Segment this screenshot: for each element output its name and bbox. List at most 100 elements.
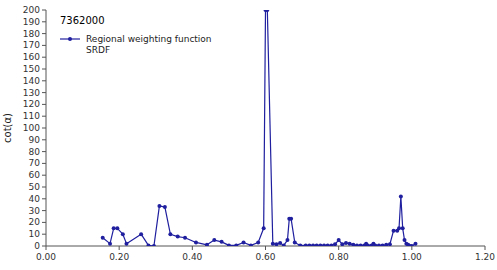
y-tick bbox=[42, 69, 46, 70]
point bbox=[377, 243, 381, 246]
y-tick-label: 0 bbox=[34, 241, 40, 251]
point bbox=[108, 242, 112, 246]
chart: 0.000.200.400.600.801.001.20010203040506… bbox=[0, 0, 497, 270]
x-tick bbox=[192, 246, 193, 250]
point bbox=[381, 243, 385, 246]
y-tick bbox=[42, 163, 46, 164]
point bbox=[413, 242, 417, 246]
legend: Regional weighting functionSRDF bbox=[60, 34, 212, 55]
y-tick-label: 40 bbox=[29, 194, 41, 204]
y-tick bbox=[42, 139, 46, 140]
y-tick-label: 200 bbox=[23, 5, 40, 15]
point bbox=[183, 236, 187, 240]
point bbox=[348, 242, 352, 246]
y-tick bbox=[42, 234, 46, 235]
point bbox=[311, 243, 315, 246]
y-tick bbox=[42, 21, 46, 22]
point bbox=[146, 243, 150, 246]
x-tick bbox=[265, 246, 266, 250]
point bbox=[115, 226, 119, 230]
point bbox=[359, 243, 363, 246]
point bbox=[262, 226, 266, 230]
point bbox=[373, 243, 377, 246]
point bbox=[344, 241, 348, 245]
y-tick-label: 180 bbox=[23, 29, 40, 39]
y-tick bbox=[42, 10, 46, 11]
point bbox=[289, 217, 293, 221]
y-tick bbox=[42, 57, 46, 58]
y-axis-label: cot(α) bbox=[2, 113, 13, 143]
point bbox=[205, 243, 209, 246]
y-tick bbox=[42, 246, 46, 247]
y-tick-label: 160 bbox=[23, 52, 40, 62]
x-tick bbox=[119, 246, 120, 250]
point bbox=[194, 240, 198, 244]
point bbox=[220, 240, 224, 244]
y-tick bbox=[42, 116, 46, 117]
point bbox=[256, 240, 260, 244]
x-tick-label: 1.20 bbox=[475, 252, 495, 262]
y-tick-label: 100 bbox=[23, 123, 40, 133]
y-tick-label: 110 bbox=[23, 111, 40, 121]
y-tick bbox=[42, 151, 46, 152]
y-tick-label: 130 bbox=[23, 88, 40, 98]
legend-marker bbox=[68, 37, 72, 41]
point bbox=[403, 238, 407, 242]
x-tick-label: 1.00 bbox=[402, 252, 422, 262]
point bbox=[157, 204, 161, 208]
point bbox=[249, 243, 253, 246]
point bbox=[234, 243, 238, 246]
point bbox=[307, 243, 311, 246]
y-tick bbox=[42, 187, 46, 188]
point bbox=[139, 232, 143, 236]
point bbox=[318, 243, 322, 246]
y-tick bbox=[42, 198, 46, 199]
point bbox=[242, 240, 246, 244]
point bbox=[397, 226, 401, 230]
y-tick bbox=[42, 33, 46, 34]
x-tick-label: 0.60 bbox=[255, 252, 275, 262]
point bbox=[388, 242, 392, 246]
y-tick bbox=[42, 92, 46, 93]
x-tick-label: 0.20 bbox=[109, 252, 129, 262]
y-tick-label: 60 bbox=[29, 170, 41, 180]
x-tick bbox=[485, 246, 486, 250]
point bbox=[384, 243, 388, 246]
point bbox=[176, 235, 180, 239]
legend-label: Regional weighting functionSRDF bbox=[86, 34, 212, 55]
y-tick-label: 20 bbox=[29, 217, 41, 227]
y-tick-label: 80 bbox=[29, 147, 41, 157]
point bbox=[329, 243, 333, 246]
point bbox=[101, 236, 105, 240]
point bbox=[285, 238, 289, 242]
point bbox=[322, 243, 326, 246]
point bbox=[304, 243, 308, 246]
point bbox=[168, 232, 172, 236]
annotation: 7362000 bbox=[60, 15, 105, 26]
point bbox=[124, 242, 128, 246]
y-tick bbox=[42, 104, 46, 105]
x-tick-label: 0.00 bbox=[36, 252, 56, 262]
y-tick bbox=[42, 80, 46, 81]
x-tick bbox=[46, 246, 47, 250]
point bbox=[401, 226, 405, 230]
point bbox=[265, 10, 269, 12]
y-tick bbox=[42, 128, 46, 129]
y-tick-label: 150 bbox=[23, 64, 40, 74]
point bbox=[340, 242, 344, 246]
y-tick-label: 30 bbox=[29, 206, 41, 216]
y-tick bbox=[42, 175, 46, 176]
point bbox=[278, 241, 282, 245]
point bbox=[315, 243, 319, 246]
y-tick bbox=[42, 45, 46, 46]
y-tick bbox=[42, 210, 46, 211]
point bbox=[399, 194, 403, 198]
y-tick-label: 70 bbox=[29, 158, 41, 168]
y-tick-label: 170 bbox=[23, 40, 40, 50]
point bbox=[333, 242, 337, 246]
x-tick-label: 0.40 bbox=[182, 252, 202, 262]
point bbox=[326, 243, 330, 246]
point bbox=[337, 238, 341, 242]
y-tick-label: 120 bbox=[23, 99, 40, 109]
point bbox=[410, 244, 414, 246]
